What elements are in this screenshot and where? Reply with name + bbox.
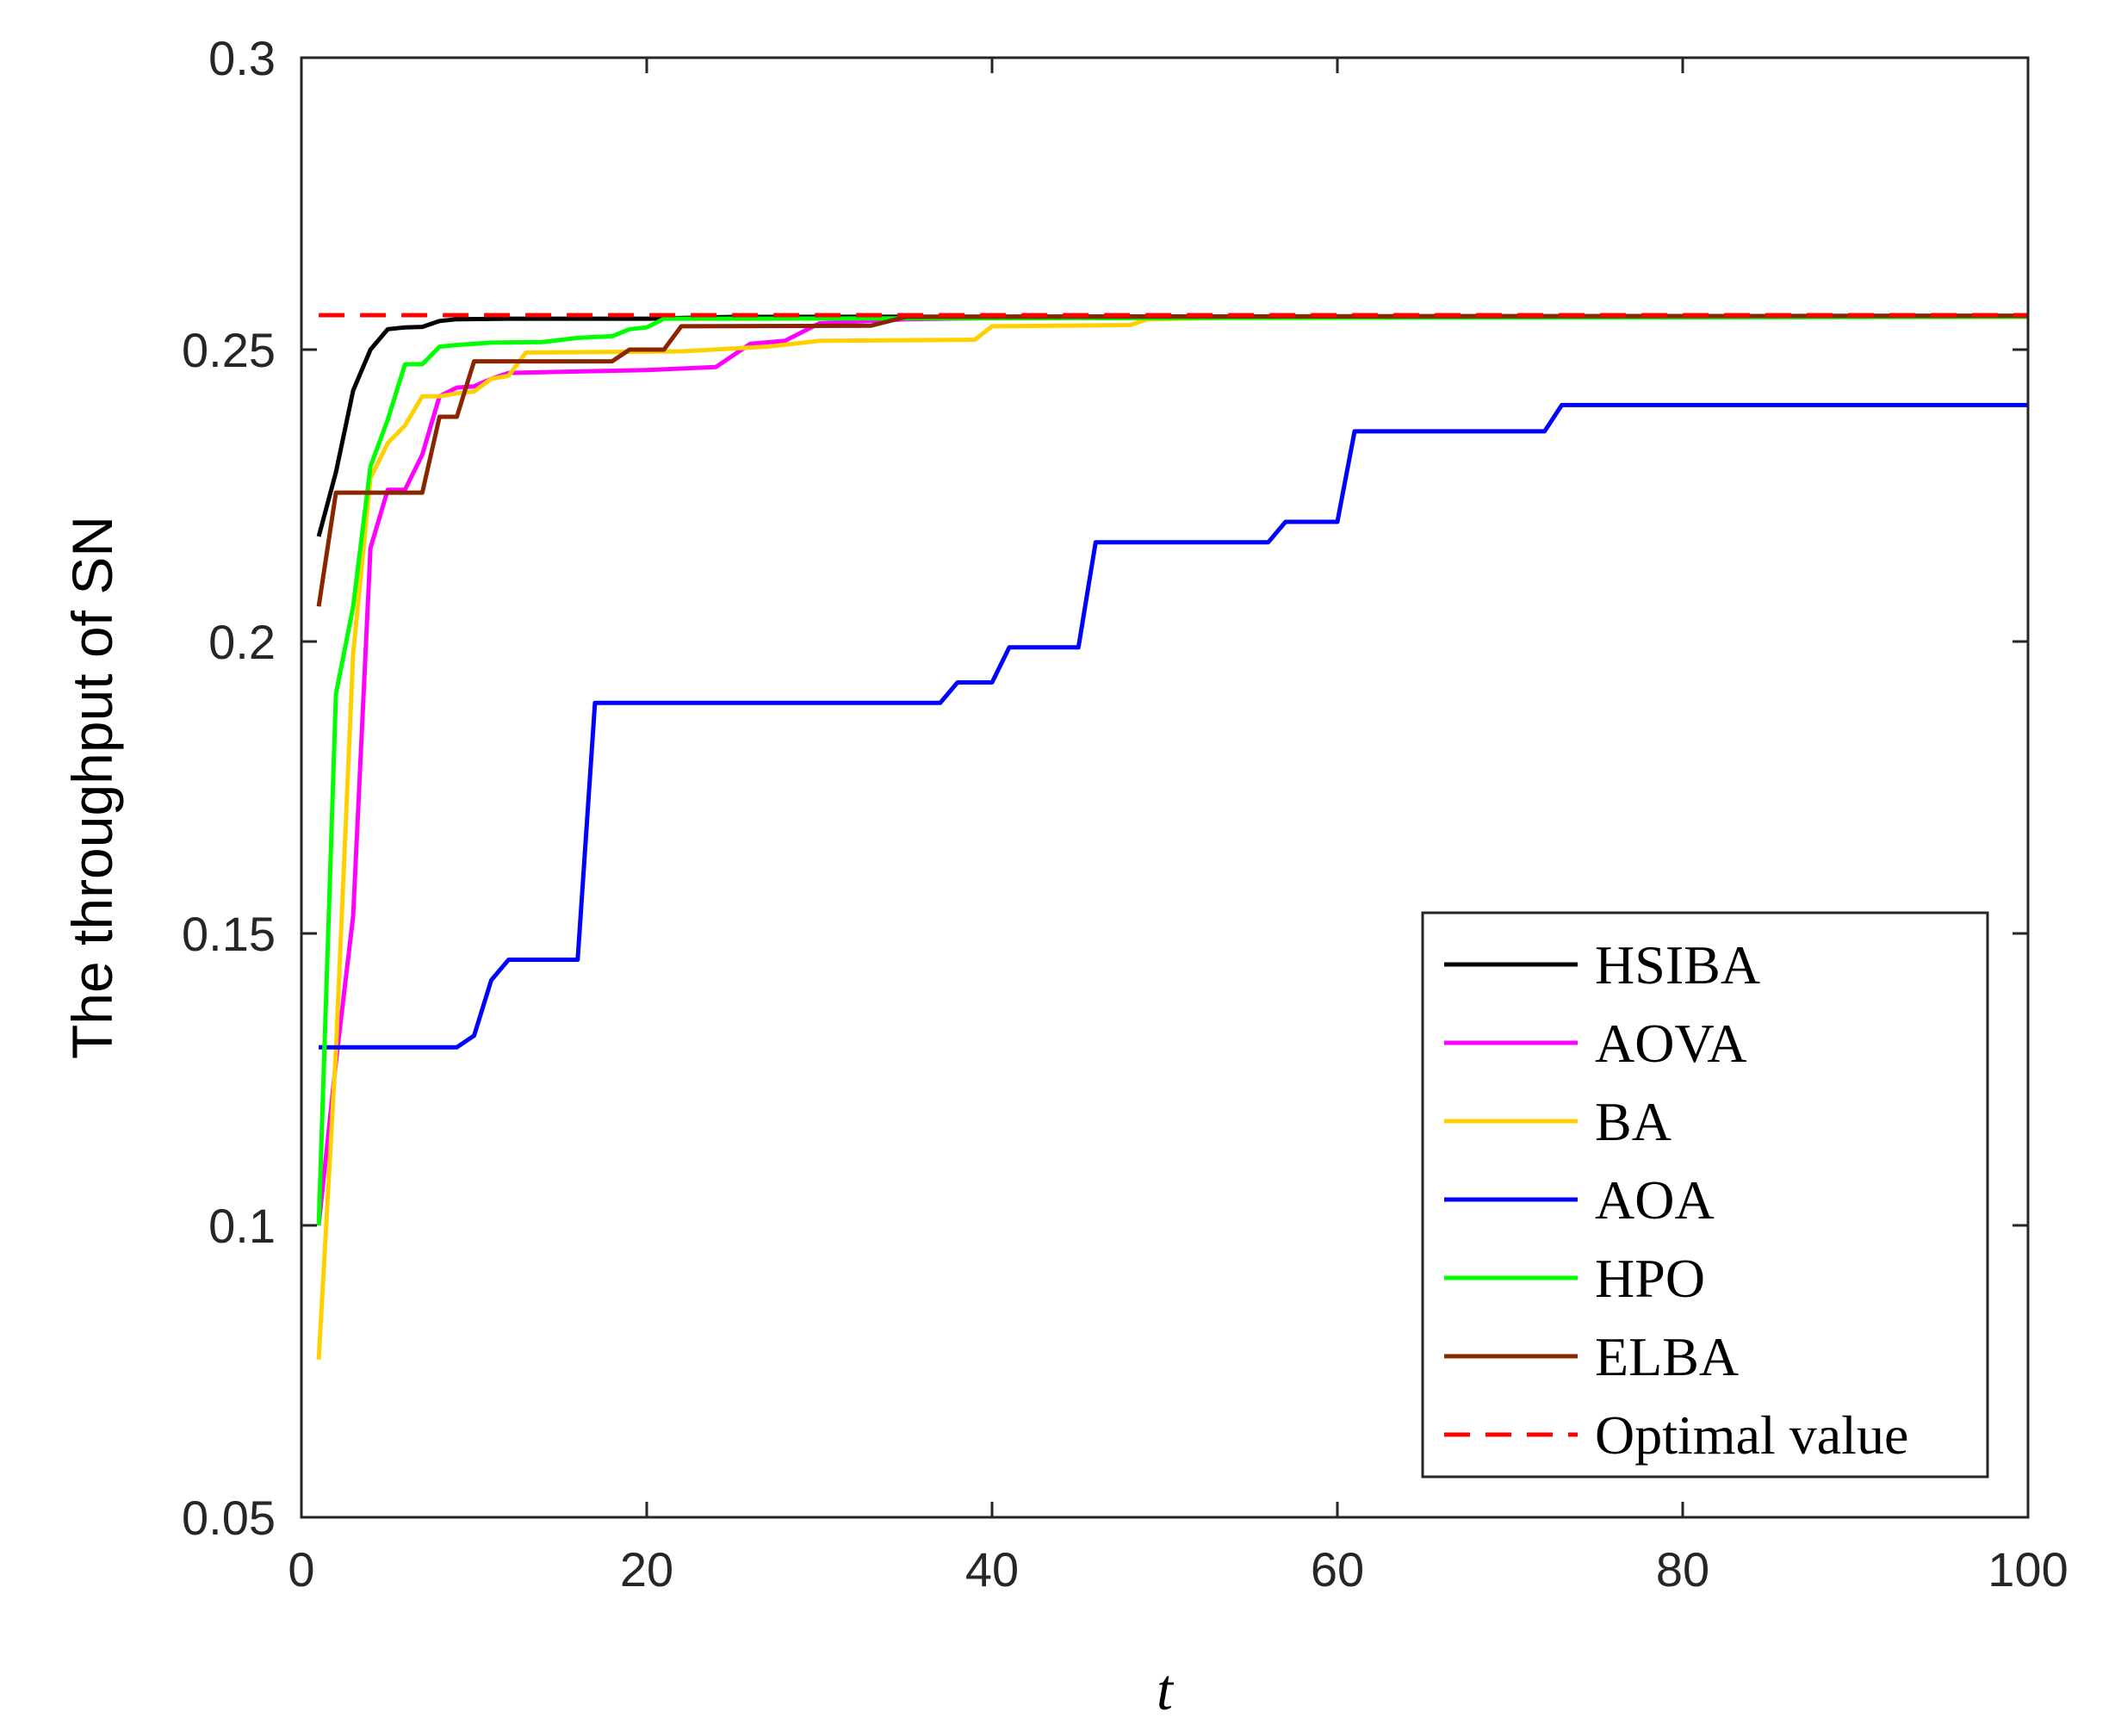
series-line-elba xyxy=(316,313,2029,607)
x-tick-label: 100 xyxy=(1988,1542,2068,1596)
legend-label: HSIBA xyxy=(1595,934,1760,995)
series-line-hpo xyxy=(316,314,2029,1226)
plot-frame xyxy=(300,56,2030,1519)
legend: HSIBA AOVA BA AOA HPO ELBA Optimal value xyxy=(1421,911,1989,1479)
x-axis-label: t xyxy=(1157,1657,1175,1722)
y-tick-label: 0.2 xyxy=(208,615,276,669)
y-tick-label: 0.15 xyxy=(182,907,276,961)
legend-label: Optimal value xyxy=(1595,1404,1908,1466)
y-axis-label: The throughput of SN xyxy=(60,516,124,1059)
legend-label: ELBA xyxy=(1595,1326,1739,1387)
legend-label: AOA xyxy=(1595,1169,1715,1231)
x-tick-label: 80 xyxy=(1656,1542,1709,1596)
ticks-layer: 0 20 40 60 80 100 0.05 0.1 0.15 0.2 0.25 0.3 xyxy=(182,31,2068,1596)
x-tick-label: 20 xyxy=(620,1542,673,1596)
x-tick-label: 0 xyxy=(288,1542,314,1596)
series-line-ba xyxy=(316,313,2029,1361)
legend-label: AOVA xyxy=(1595,1013,1747,1074)
y-tick-label: 0.3 xyxy=(208,31,276,85)
y-tick-label: 0.1 xyxy=(208,1199,276,1253)
series-line-hsiba xyxy=(316,313,2029,537)
x-tick-label: 40 xyxy=(965,1542,1019,1596)
series-layer xyxy=(316,313,2029,1361)
x-tick-label: 60 xyxy=(1311,1542,1364,1596)
legend-label: BA xyxy=(1595,1091,1672,1152)
legend-label: HPO xyxy=(1595,1248,1705,1309)
series-line-aoa xyxy=(319,402,2028,1050)
legend-box xyxy=(1421,911,1989,1479)
y-tick-label: 0.05 xyxy=(182,1491,276,1545)
y-tick-label: 0.25 xyxy=(182,323,276,377)
